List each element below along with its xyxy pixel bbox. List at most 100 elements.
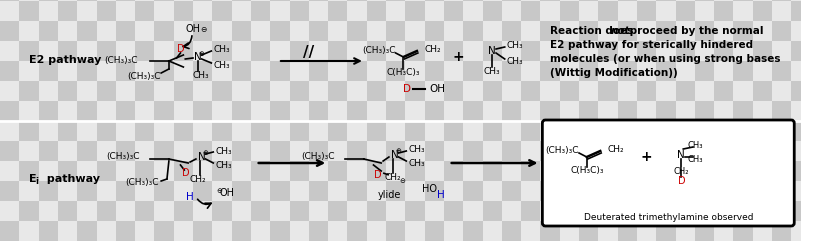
Text: E2 pathway for sterically hindered: E2 pathway for sterically hindered xyxy=(550,40,753,50)
Bar xyxy=(309,141,328,161)
Bar xyxy=(290,0,309,1)
Bar xyxy=(77,181,96,201)
Bar xyxy=(772,21,791,41)
Bar xyxy=(540,1,559,21)
Bar xyxy=(251,141,271,161)
Bar xyxy=(405,201,425,221)
Bar xyxy=(348,81,367,101)
Bar xyxy=(58,61,77,81)
Bar xyxy=(502,1,521,21)
Bar xyxy=(405,21,425,41)
Bar xyxy=(173,161,193,181)
Bar xyxy=(328,21,348,41)
Bar xyxy=(772,41,791,61)
Bar xyxy=(193,221,212,241)
Bar xyxy=(521,61,540,81)
Text: CH₂: CH₂ xyxy=(425,45,442,54)
Bar xyxy=(58,1,77,21)
Bar xyxy=(212,181,232,201)
Bar xyxy=(154,161,173,181)
Bar xyxy=(521,21,540,41)
Bar xyxy=(154,81,173,101)
Bar xyxy=(772,181,791,201)
Bar xyxy=(540,61,559,81)
Bar xyxy=(251,161,271,181)
Bar xyxy=(0,181,19,201)
Bar xyxy=(618,161,637,181)
Text: molecules (or when using strong bases: molecules (or when using strong bases xyxy=(550,54,780,64)
Bar xyxy=(425,101,444,121)
Bar xyxy=(637,141,657,161)
Bar xyxy=(0,221,19,241)
Bar xyxy=(753,121,772,141)
Bar xyxy=(618,201,637,221)
Bar xyxy=(540,221,559,241)
Bar xyxy=(39,221,58,241)
Bar xyxy=(425,221,444,241)
Bar xyxy=(212,81,232,101)
Bar xyxy=(328,0,348,1)
Text: N: N xyxy=(488,46,496,56)
Text: N: N xyxy=(198,152,206,162)
Bar xyxy=(521,101,540,121)
Text: (CH₃)₃C: (CH₃)₃C xyxy=(105,56,138,66)
Text: ⊕: ⊕ xyxy=(198,51,205,57)
Bar xyxy=(676,121,695,141)
Bar xyxy=(540,21,559,41)
Bar xyxy=(676,101,695,121)
Bar xyxy=(251,41,271,61)
Bar xyxy=(791,21,811,41)
Bar xyxy=(405,0,425,1)
Bar xyxy=(348,41,367,61)
Bar xyxy=(695,41,714,61)
Bar xyxy=(367,101,386,121)
Bar xyxy=(425,181,444,201)
Bar xyxy=(328,181,348,201)
Bar xyxy=(695,221,714,241)
Text: CH₃: CH₃ xyxy=(408,145,425,154)
Bar xyxy=(193,121,212,141)
Bar xyxy=(0,0,19,1)
Text: CH₃: CH₃ xyxy=(484,67,500,75)
Bar xyxy=(154,21,173,41)
Bar xyxy=(212,41,232,61)
Bar xyxy=(39,0,58,1)
Bar xyxy=(309,1,328,21)
Bar xyxy=(618,81,637,101)
Bar xyxy=(657,81,676,101)
Bar xyxy=(367,0,386,1)
Bar xyxy=(193,41,212,61)
Bar xyxy=(116,161,135,181)
Bar xyxy=(96,41,116,61)
Bar xyxy=(482,141,502,161)
Text: CH₃: CH₃ xyxy=(215,161,232,169)
Bar xyxy=(559,181,579,201)
Bar xyxy=(232,121,251,141)
Bar xyxy=(290,21,309,41)
Bar xyxy=(367,201,386,221)
Bar xyxy=(405,141,425,161)
Bar xyxy=(425,21,444,41)
Bar xyxy=(232,201,251,221)
Bar xyxy=(154,61,173,81)
Bar xyxy=(502,101,521,121)
Bar xyxy=(193,201,212,221)
Bar xyxy=(637,41,657,61)
Bar xyxy=(559,161,579,181)
Bar xyxy=(39,161,58,181)
Bar xyxy=(39,181,58,201)
Bar xyxy=(657,0,676,1)
Bar xyxy=(502,41,521,61)
Text: i: i xyxy=(36,178,39,187)
Bar xyxy=(657,181,676,201)
Bar xyxy=(0,61,19,81)
Bar xyxy=(425,0,444,1)
Bar xyxy=(791,121,811,141)
Bar xyxy=(695,101,714,121)
Bar xyxy=(251,221,271,241)
Bar xyxy=(96,221,116,241)
Bar xyxy=(657,221,676,241)
Bar xyxy=(405,161,425,181)
Bar xyxy=(0,1,19,21)
Bar xyxy=(753,21,772,41)
